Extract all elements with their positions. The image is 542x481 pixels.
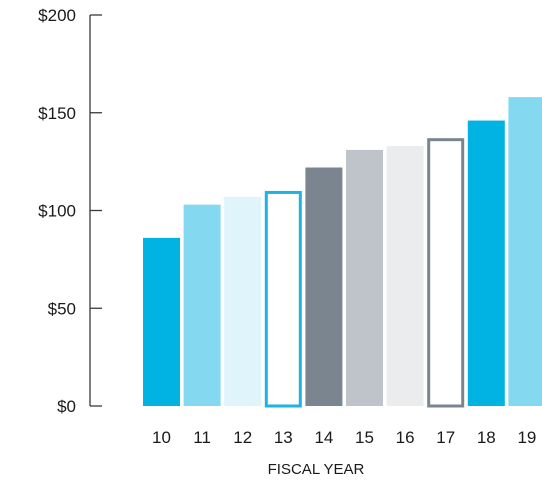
bar-17 [427,138,465,408]
bar-18 [467,120,505,406]
x-tick-label: 14 [314,428,333,447]
y-tick-label: $100 [38,202,76,221]
bar-16 [386,145,424,407]
y-tick-label: $200 [38,6,76,25]
x-tick-label: 19 [517,428,536,447]
bar-11 [183,204,221,406]
bar-10 [143,237,180,406]
x-tick-label: 13 [274,428,293,447]
bar-14 [305,167,343,406]
y-tick-label: $50 [48,299,76,318]
x-tick-label: 15 [355,428,374,447]
x-tick-label: 10 [152,428,171,447]
bar-19 [508,97,542,407]
x-axis-labels: 10 11 12 13 14 15 16 17 18 19 [152,428,536,447]
y-tick-label: $0 [57,397,76,416]
bar-12 [224,196,262,406]
bars [143,97,542,408]
x-tick-label: 18 [477,428,496,447]
x-tick-label: 11 [193,428,211,447]
x-tick-label: 12 [233,428,252,447]
bar-15 [346,149,383,406]
x-axis-title: FISCAL YEAR [268,461,365,478]
x-tick-label: 17 [436,428,455,447]
x-tick-label: 16 [396,428,415,447]
y-axis: $0 $50 $100 $150 $200 [38,6,102,416]
bar-13 [264,190,302,408]
y-tick-label: $150 [38,104,76,123]
